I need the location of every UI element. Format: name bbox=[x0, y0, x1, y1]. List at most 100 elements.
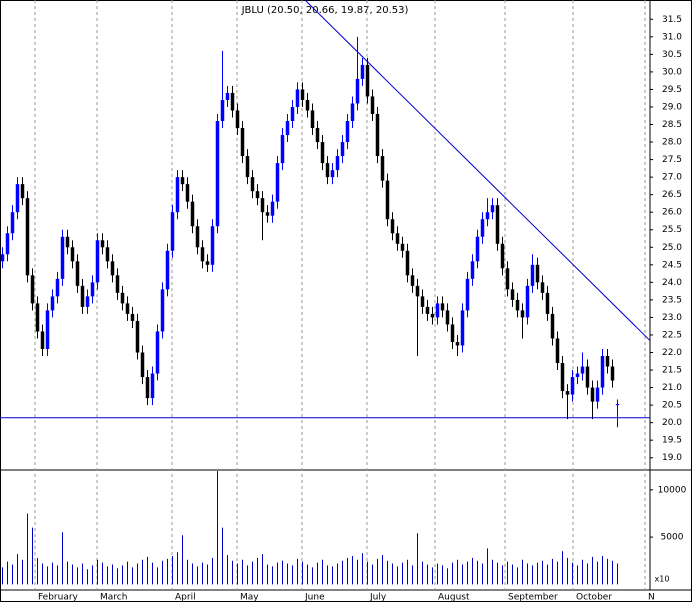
candle-body bbox=[150, 373, 155, 399]
candle-body bbox=[560, 363, 565, 392]
candle-body bbox=[410, 275, 415, 286]
candle-body bbox=[395, 233, 400, 244]
candle-body bbox=[610, 366, 615, 381]
y-tick-label: 24.5 bbox=[662, 260, 682, 270]
candle-body bbox=[595, 387, 600, 402]
candle-body bbox=[525, 285, 530, 318]
y-tick-label: 21.0 bbox=[662, 383, 682, 393]
y-tick-label: 20.0 bbox=[662, 418, 682, 428]
y-tick-label: 20.5 bbox=[662, 401, 682, 411]
y-tick-label: 25.5 bbox=[662, 225, 682, 235]
candle-body bbox=[445, 310, 450, 325]
candle-body bbox=[5, 233, 10, 255]
candle-body bbox=[290, 106, 295, 122]
y-tick-label: 29.5 bbox=[662, 85, 682, 95]
candle-body bbox=[355, 78, 360, 104]
candle-body bbox=[0, 254, 5, 262]
candle-body bbox=[380, 156, 385, 181]
candle-body bbox=[90, 282, 95, 297]
candle-body bbox=[85, 296, 90, 307]
candle-body bbox=[340, 142, 345, 157]
candle-body bbox=[315, 128, 320, 143]
candle-body bbox=[520, 310, 525, 318]
candle-body bbox=[530, 264, 535, 286]
candle-body bbox=[275, 163, 280, 202]
candle-body bbox=[465, 278, 470, 311]
candle-body bbox=[175, 177, 180, 213]
candle-body bbox=[385, 180, 390, 220]
candle-body bbox=[295, 89, 300, 107]
candle-body bbox=[165, 250, 170, 290]
y-tick-label: 26.0 bbox=[662, 208, 682, 218]
candle-body bbox=[270, 201, 275, 216]
candle-body bbox=[590, 387, 595, 402]
y-tick-label: 19.0 bbox=[662, 453, 682, 463]
candle-body bbox=[60, 236, 65, 279]
y-tick-label: 30.5 bbox=[662, 50, 682, 60]
candle-body bbox=[575, 373, 580, 378]
candle-body bbox=[435, 303, 440, 318]
candle-body bbox=[350, 103, 355, 122]
candle-body bbox=[345, 121, 350, 143]
candle-body bbox=[390, 219, 395, 234]
candle-body bbox=[325, 163, 330, 178]
y-tick-label: 31.0 bbox=[662, 32, 682, 42]
y-tick-label: 25.0 bbox=[662, 243, 682, 253]
y-tick-label: 26.5 bbox=[662, 190, 682, 200]
y-tick-label: 19.5 bbox=[662, 436, 682, 446]
candle-body bbox=[310, 110, 315, 129]
x-tick-label: October bbox=[576, 593, 612, 602]
y-tick-label: 10000 bbox=[658, 485, 687, 495]
candle-body bbox=[605, 356, 610, 367]
candle-body bbox=[500, 243, 505, 269]
candle-body bbox=[20, 184, 25, 199]
y-tick-label: 23.0 bbox=[662, 313, 682, 323]
candle-body bbox=[490, 205, 495, 213]
candle-body bbox=[245, 156, 250, 178]
candle-body bbox=[565, 391, 570, 395]
candle-body bbox=[15, 184, 20, 213]
candle-body bbox=[320, 142, 325, 164]
candle-body bbox=[180, 177, 185, 185]
y-tick-label: 31.5 bbox=[662, 15, 682, 25]
candle-body bbox=[70, 247, 75, 262]
candle-body bbox=[100, 240, 105, 248]
candle-body bbox=[505, 268, 510, 290]
candle-body bbox=[580, 366, 585, 374]
x-tick-label: September bbox=[508, 593, 558, 602]
candle-body bbox=[440, 303, 445, 311]
candle-body bbox=[415, 285, 420, 297]
y-tick-label: 29.0 bbox=[662, 102, 682, 112]
candle-body bbox=[130, 313, 135, 321]
candle-body bbox=[515, 299, 520, 311]
candle-body bbox=[400, 243, 405, 251]
candle-body bbox=[160, 289, 165, 332]
candle-body bbox=[450, 324, 455, 342]
candle-body bbox=[485, 212, 490, 220]
candle-body bbox=[615, 404, 620, 406]
candle-body bbox=[80, 285, 85, 307]
candle-body bbox=[285, 121, 290, 136]
candle-body bbox=[135, 320, 140, 353]
candle-body bbox=[420, 296, 425, 307]
candle-body bbox=[190, 201, 195, 227]
candle-body bbox=[170, 212, 175, 251]
candle-body bbox=[125, 303, 130, 314]
candle-body bbox=[210, 226, 215, 265]
candle-body bbox=[145, 377, 150, 399]
y-tick-label: 5000 bbox=[661, 533, 684, 543]
candle-body bbox=[30, 275, 35, 304]
candle-body bbox=[495, 205, 500, 244]
y-tick-label: 30.0 bbox=[662, 67, 682, 77]
candle-body bbox=[25, 198, 30, 276]
candle-body bbox=[95, 240, 100, 283]
x-tick-label: March bbox=[100, 593, 127, 602]
candle-body bbox=[230, 92, 235, 111]
candle-body bbox=[305, 99, 310, 111]
candle-body bbox=[425, 306, 430, 314]
candle-body bbox=[370, 96, 375, 114]
x-tick-label: February bbox=[38, 593, 79, 602]
candle-body bbox=[105, 247, 110, 262]
